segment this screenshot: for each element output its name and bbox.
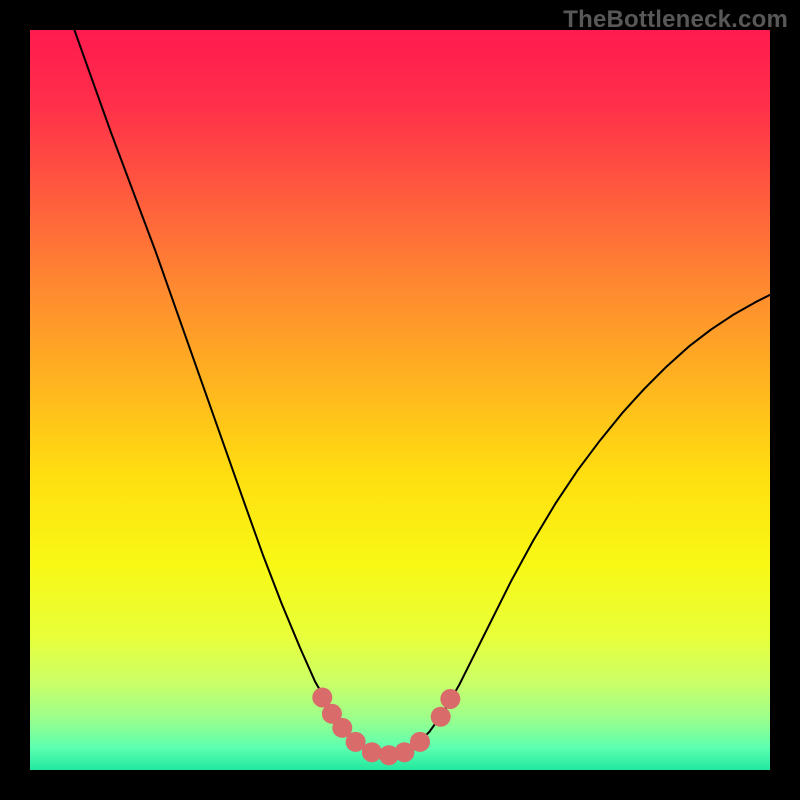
marker-dot — [431, 707, 451, 727]
plot-svg — [30, 30, 770, 770]
marker-dot — [410, 732, 430, 752]
marker-dot — [440, 689, 460, 709]
plot-background — [30, 30, 770, 770]
marker-dot — [362, 742, 382, 762]
chart-container: TheBottleneck.com — [0, 0, 800, 800]
